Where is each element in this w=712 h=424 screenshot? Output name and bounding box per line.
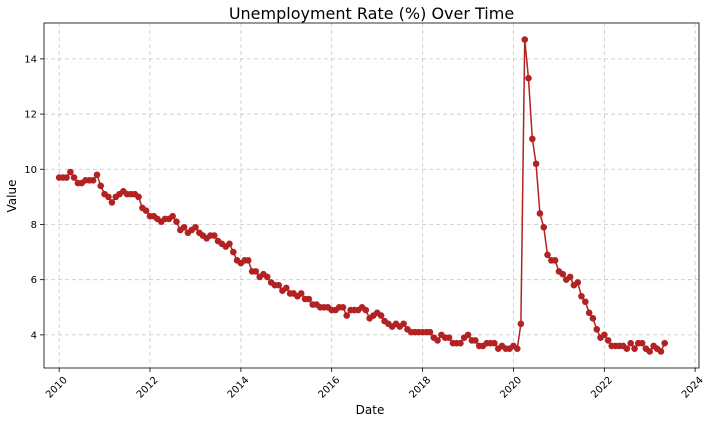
y-axis: 4 6 8 10 12 14: [24, 54, 44, 341]
x-axis-label: Date: [356, 403, 385, 417]
data-point: [169, 212, 176, 220]
data-point: [566, 273, 574, 281]
data-point: [627, 339, 635, 347]
data-point: [544, 251, 551, 259]
y-tick-label: 4: [31, 330, 37, 341]
data-point: [426, 328, 434, 336]
x-tick-label: 2016: [317, 375, 343, 401]
data-point: [585, 309, 593, 317]
data-point: [604, 337, 612, 344]
data-point: [263, 273, 271, 281]
data-point: [517, 320, 525, 328]
data-point: [513, 345, 521, 352]
data-point: [551, 257, 559, 264]
data-point: [434, 337, 441, 344]
data-point: [192, 223, 199, 231]
data-point: [97, 182, 105, 190]
chart-title: Unemployment Rate (%) Over Time: [229, 4, 514, 23]
data-point: [578, 292, 585, 300]
y-tick-label: 6: [31, 275, 37, 286]
data-point: [661, 339, 668, 347]
data-point: [457, 339, 464, 347]
plot-frame: [43, 22, 700, 369]
data-point: [400, 320, 407, 328]
data-point: [589, 315, 597, 322]
x-tick-label: 2018: [407, 375, 433, 401]
data-point: [638, 339, 646, 347]
y-tick-label: 10: [24, 165, 37, 176]
x-tick-label: 2024: [680, 375, 706, 401]
data-point: [540, 223, 548, 231]
data-point: [574, 279, 582, 286]
y-axis-label: Value: [5, 180, 19, 213]
data-point: [362, 306, 370, 314]
x-tick-label: 2014: [226, 375, 252, 401]
data-point: [472, 337, 479, 344]
data-point: [283, 284, 290, 292]
data-point: [559, 270, 567, 278]
data-point: [536, 210, 544, 217]
data-point: [297, 290, 305, 297]
data-point: [445, 334, 453, 341]
y-tick-label: 8: [31, 220, 37, 231]
series-points-layer: [55, 36, 668, 355]
data-point: [343, 312, 351, 319]
data-point: [582, 298, 589, 306]
data-point: [93, 171, 101, 179]
x-tick-label: 2010: [44, 375, 70, 401]
y-tick-label: 14: [24, 54, 37, 65]
data-point: [173, 218, 180, 226]
data-point: [142, 207, 150, 214]
data-point: [105, 193, 112, 201]
data-point: [525, 74, 532, 82]
data-point: [593, 326, 601, 333]
x-tick-label: 2022: [589, 375, 615, 401]
data-point: [646, 348, 654, 355]
data-point: [135, 193, 142, 201]
x-tick-label: 2020: [498, 375, 524, 401]
data-point: [377, 312, 385, 319]
x-tick-label: 2012: [135, 375, 161, 401]
data-point: [226, 240, 233, 248]
data-point: [305, 295, 313, 303]
data-point: [67, 168, 74, 176]
data-point: [623, 345, 631, 352]
data-point: [529, 135, 536, 143]
data-point: [210, 232, 218, 239]
data-point: [601, 331, 608, 339]
data-point: [108, 199, 116, 206]
data-point: [252, 268, 260, 275]
data-point: [464, 331, 472, 339]
data-point: [339, 303, 347, 311]
data-point: [180, 223, 188, 231]
data-point: [631, 345, 638, 352]
data-point: [532, 160, 540, 168]
data-point: [230, 248, 237, 256]
data-point: [491, 339, 498, 347]
data-point: [521, 36, 529, 43]
data-point: [70, 174, 78, 181]
data-point: [63, 174, 70, 181]
data-point: [244, 257, 252, 264]
y-tick-label: 12: [24, 110, 37, 121]
x-axis: 2010 2012 2014 2016 2018 2020 2022 2024: [44, 368, 706, 401]
data-point: [657, 348, 665, 355]
data-point: [89, 177, 97, 184]
data-point: [275, 281, 283, 289]
